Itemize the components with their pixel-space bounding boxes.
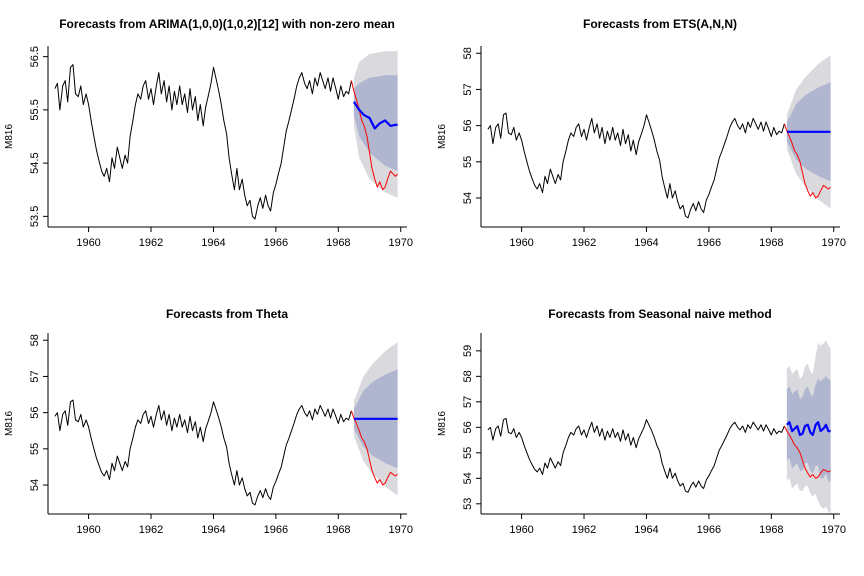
y-tick-label: 58 — [462, 370, 474, 382]
x-tick-label: 1962 — [139, 237, 163, 249]
x-tick-label: 1966 — [264, 524, 288, 536]
actual-series-line — [350, 410, 398, 486]
prediction-interval-80 — [353, 75, 398, 172]
x-tick-label: 1962 — [572, 524, 596, 536]
y-tick-label: 53.5 — [29, 206, 41, 227]
y-tick-label: 54 — [462, 192, 474, 204]
x-tick-label: 1964 — [634, 237, 658, 249]
y-tick-label: 53 — [462, 498, 474, 510]
x-tick-label: 1966 — [697, 524, 721, 536]
y-tick-label: 58 — [462, 47, 474, 59]
forecast-series-line — [352, 101, 398, 130]
history-series-line — [54, 399, 352, 506]
y-tick-label: 56.5 — [29, 46, 41, 67]
history-series-line — [54, 64, 352, 220]
y-tick-label: 54.5 — [29, 152, 41, 173]
chart-title: Forecasts from ARIMA(1,0,0)(1,0,2)[12] w… — [59, 17, 395, 31]
x-tick-label: 1962 — [139, 524, 163, 536]
chart-panel-1: Forecasts from ARIMA(1,0,0)(1,0,2)[12] w… — [4, 17, 413, 249]
actual-series-line — [783, 123, 831, 199]
x-tick-label: 1970 — [822, 237, 846, 249]
x-tick-label: 1966 — [264, 237, 288, 249]
y-tick-label: 59 — [462, 345, 474, 357]
x-tick-label: 1960 — [509, 524, 533, 536]
x-tick-label: 1964 — [201, 524, 225, 536]
x-tick-label: 1968 — [759, 524, 783, 536]
y-tick-label: 56 — [462, 120, 474, 132]
y-tick-label: 57 — [462, 83, 474, 95]
y-axis-label: M816 — [437, 124, 448, 149]
history-series-line — [487, 112, 785, 219]
y-tick-label: 56 — [462, 421, 474, 433]
x-tick-label: 1966 — [697, 237, 721, 249]
x-tick-label: 1960 — [76, 524, 100, 536]
y-tick-label: 54 — [462, 472, 474, 484]
x-tick-label: 1970 — [389, 237, 413, 249]
x-tick-label: 1960 — [76, 237, 100, 249]
y-tick-label: 55 — [29, 443, 41, 455]
x-tick-label: 1968 — [759, 237, 783, 249]
chart-title: Forecasts from ETS(A,N,N) — [583, 17, 737, 31]
x-tick-label: 1964 — [201, 237, 225, 249]
y-axis-label: M816 — [437, 411, 448, 436]
y-tick-label: 57 — [462, 396, 474, 408]
y-tick-label: 58 — [29, 334, 41, 346]
y-tick-label: 56 — [29, 407, 41, 419]
y-axis-label: M816 — [4, 411, 15, 436]
y-tick-label: 54 — [29, 479, 41, 491]
x-tick-label: 1964 — [634, 524, 658, 536]
actual-series-line — [783, 425, 831, 479]
y-axis-label: M816 — [4, 124, 15, 149]
x-tick-label: 1968 — [326, 237, 350, 249]
x-tick-label: 1970 — [822, 524, 846, 536]
y-tick-label: 55 — [462, 156, 474, 168]
y-tick-label: 55.5 — [29, 99, 41, 120]
y-tick-label: 57 — [29, 370, 41, 382]
x-tick-label: 1970 — [389, 524, 413, 536]
history-series-line — [487, 417, 785, 493]
forecast-series-line — [786, 421, 831, 437]
chart-title: Forecasts from Seasonal naive method — [548, 307, 771, 321]
x-tick-label: 1962 — [572, 237, 596, 249]
chart-panel-4: Forecasts from Seasonal naive method 1960… — [437, 307, 846, 536]
chart-title: Forecasts from Theta — [166, 307, 288, 321]
x-tick-label: 1960 — [509, 237, 533, 249]
chart-panel-3: Forecasts from Theta 1960 1962 1964 1966 1968… — [4, 307, 413, 536]
x-tick-label: 1968 — [326, 524, 350, 536]
y-tick-label: 55 — [462, 447, 474, 459]
chart-panel-2: Forecasts from ETS(A,N,N) 1960 1962 1964 196… — [437, 17, 846, 249]
